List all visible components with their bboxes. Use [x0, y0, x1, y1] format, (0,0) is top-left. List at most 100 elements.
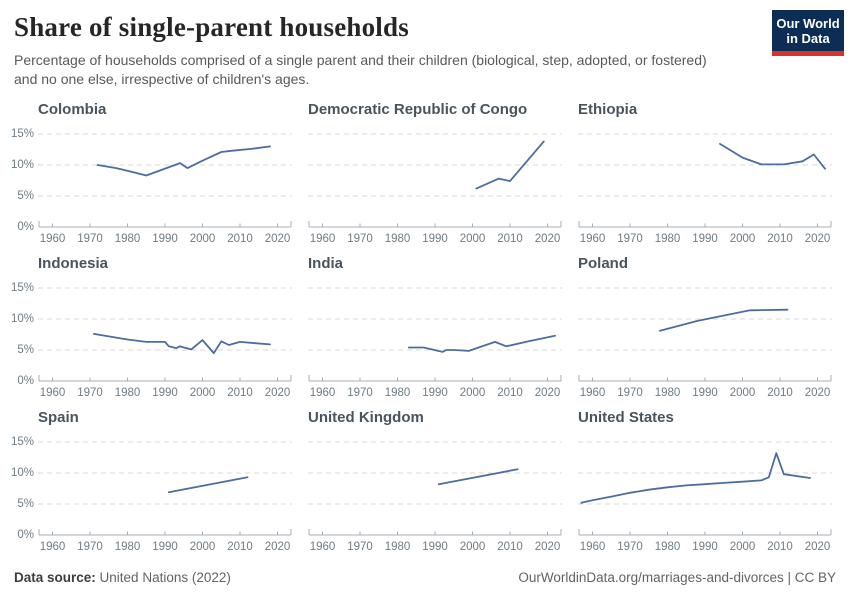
line-chart: 1960 1970 1980 1990 2000 2010 2020 [38, 287, 292, 399]
x-axis-tick-label: 2020 [265, 387, 291, 399]
x-axis-tick-label: 2010 [767, 233, 793, 245]
data-source-label: Data source: [14, 570, 96, 585]
x-axis-tick-label: 1970 [617, 233, 643, 245]
chart-panel-poland: Poland 1960 1970 1980 1990 2000 2010 2020 [578, 255, 832, 409]
line-chart: 1960 1970 1980 1990 2000 2010 2020 [578, 441, 832, 553]
chart-subtitle-line2: and no one else, irrespective of childre… [14, 71, 310, 87]
data-line [475, 140, 545, 190]
chart-panel-india: India 1960 1970 1980 1990 2000 2010 2020 [308, 255, 562, 409]
y-axis-tick-label: 10% [10, 159, 34, 171]
x-axis-tick-label: 1990 [152, 541, 178, 553]
x-axis-tick-label: 2000 [460, 233, 486, 245]
x-axis-tick-label: 1980 [655, 387, 681, 399]
owid-url-link[interactable]: OurWorldinData.org/marriages-and-divorce… [518, 570, 836, 585]
y-axis-tick-label: 5% [17, 344, 34, 356]
data-line [92, 333, 271, 354]
x-axis-tick-label: 2020 [805, 233, 831, 245]
x-axis-tick-label: 1970 [77, 387, 103, 399]
x-axis-tick-label: 1980 [115, 233, 141, 245]
chart-panel-title: Indonesia [38, 255, 109, 272]
x-axis-tick-label: 2020 [535, 541, 561, 553]
y-axis-tick-label: 15% [10, 128, 34, 140]
chart-subtitle-line1: Percentage of households comprised of a … [14, 52, 707, 68]
x-axis-tick-label: 2010 [767, 387, 793, 399]
chart-subtitle: Percentage of households comprised of a … [14, 51, 836, 89]
chart-panel-title: Poland [578, 255, 629, 272]
x-axis-tick-label: 2000 [730, 233, 756, 245]
line-chart: 1960 1970 1980 1990 2000 2010 2020 [38, 133, 292, 245]
chart-panel-ethiopia: Ethiopia 1960 1970 1980 1990 2000 2010 2020 [578, 101, 832, 255]
x-axis-tick-label: 2010 [767, 541, 793, 553]
owid-logo-line1: Our World [776, 16, 840, 31]
x-axis-tick-label: 1970 [347, 233, 373, 245]
chart-panel-title: Democratic Republic of Congo [308, 101, 528, 118]
x-axis-tick-label: 1990 [692, 387, 718, 399]
x-axis-tick-label: 1990 [422, 541, 448, 553]
x-axis-tick-label: 2000 [190, 233, 216, 245]
x-axis-tick-label: 2000 [730, 541, 756, 553]
y-axis-tick-label: 15% [10, 282, 34, 294]
line-chart: 1960 1970 1980 1990 2000 2010 2020 [578, 287, 832, 399]
x-axis-tick-label: 1970 [347, 541, 373, 553]
x-axis-tick-label: 2000 [190, 387, 216, 399]
x-axis-tick-label: 1990 [692, 233, 718, 245]
chart-panel-title: India [308, 255, 344, 272]
chart-panel-colombia: Colombia 0% 5% 10% 15% 1960 1970 1980 1990 2000 20… [11, 101, 292, 255]
data-line [96, 145, 271, 177]
x-axis-tick-label: 1970 [77, 233, 103, 245]
y-axis-tick-label: 15% [10, 436, 34, 448]
owid-logo-line2: in Data [786, 31, 830, 46]
y-axis-tick-label: 10% [10, 313, 34, 325]
chart-main-title: Share of single-parent households [14, 12, 409, 42]
x-axis-tick-label: 1970 [617, 541, 643, 553]
line-chart: 1960 1970 1980 1990 2000 2010 2020 [308, 287, 562, 399]
data-line [719, 142, 826, 170]
x-axis-tick-label: 1990 [422, 387, 448, 399]
x-axis-tick-label: 1960 [40, 541, 66, 553]
data-line [167, 476, 249, 494]
x-axis-tick-label: 2020 [265, 233, 291, 245]
data-source-note: Data source: United Nations (2022) [14, 570, 231, 585]
x-axis-tick-label: 2020 [265, 541, 291, 553]
x-axis-tick-label: 1980 [655, 233, 681, 245]
x-axis-tick-label: 1980 [385, 541, 411, 553]
x-axis-tick-label: 1990 [152, 387, 178, 399]
x-axis-tick-label: 2010 [227, 387, 253, 399]
x-axis-tick-label: 1980 [385, 387, 411, 399]
x-axis-tick-label: 2020 [805, 541, 831, 553]
line-chart: 1960 1970 1980 1990 2000 2010 2020 [308, 133, 562, 245]
chart-panel-democratic-republic-of-congo: Democratic Republic of Congo 1960 1970 1980… [308, 101, 562, 255]
x-axis-tick-label: 1960 [40, 387, 66, 399]
y-axis-tick-label: 10% [10, 467, 34, 479]
x-axis-tick-label: 2000 [460, 541, 486, 553]
x-axis-tick-label: 1990 [422, 233, 448, 245]
x-axis-tick-label: 1970 [347, 387, 373, 399]
chart-panel-title: United Kingdom [308, 409, 424, 426]
chart-panel-title: United States [578, 409, 674, 426]
x-axis-tick-label: 2000 [190, 541, 216, 553]
header: Share of single-parent households Percen… [14, 10, 844, 89]
charts-grid: Colombia 0% 5% 10% 15% 1960 1970 1980 1990 2000 20… [11, 101, 836, 563]
y-axis-tick-label: 0% [17, 375, 34, 387]
x-axis-tick-label: 1970 [77, 541, 103, 553]
x-axis-tick-label: 1960 [580, 233, 606, 245]
x-axis-tick-label: 2020 [535, 387, 561, 399]
x-axis-tick-label: 1960 [580, 387, 606, 399]
line-chart: 1960 1970 1980 1990 2000 2010 2020 [578, 133, 832, 245]
x-axis-tick-label: 1960 [310, 541, 336, 553]
x-axis-tick-label: 2000 [460, 387, 486, 399]
x-axis-tick-label: 1980 [655, 541, 681, 553]
x-axis-tick-label: 2000 [730, 387, 756, 399]
x-axis-tick-label: 2010 [497, 541, 523, 553]
chart-panel-title: Spain [38, 409, 79, 426]
line-chart: 1960 1970 1980 1990 2000 2010 2020 [308, 441, 562, 553]
x-axis-tick-label: 2020 [535, 233, 561, 245]
x-axis-tick-label: 2010 [227, 541, 253, 553]
y-axis-tick-label: 0% [17, 529, 34, 541]
x-axis-tick-label: 2020 [805, 387, 831, 399]
x-axis-tick-label: 2010 [497, 387, 523, 399]
chart-panel-spain: Spain 0% 5% 10% 15% 1960 1970 1980 1990 2000 2010 2… [11, 409, 292, 563]
owid-logo[interactable]: Our World in Data [772, 10, 844, 56]
x-axis-tick-label: 1960 [310, 233, 336, 245]
